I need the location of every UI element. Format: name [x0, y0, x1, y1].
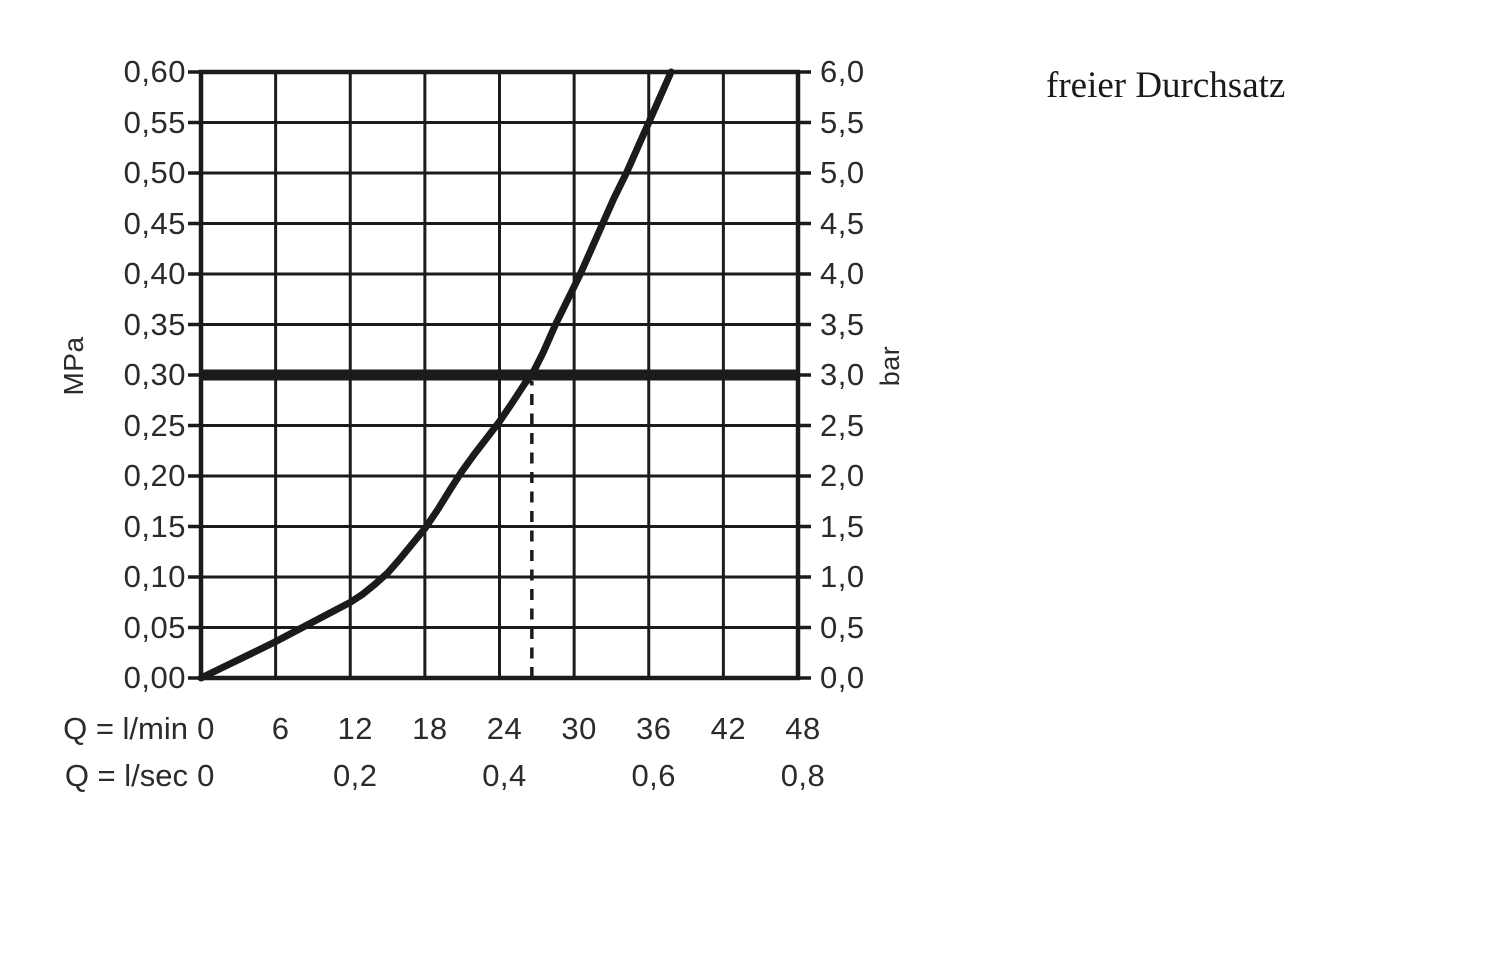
left-axis-tick-label: 0,55 — [123, 104, 186, 140]
x-axis-lmin-tick-label: 24 — [486, 711, 523, 746]
right-axis-tick-label: 0,5 — [820, 609, 865, 645]
x-axis-lmin-label: Q = l/min — [63, 711, 188, 746]
x-axis-lsec-label: Q = l/sec — [64, 758, 188, 793]
left-axis-tick-label: 0,20 — [123, 458, 186, 493]
right-axis-tick-label: 2,5 — [820, 407, 865, 443]
x-axis-lsec-tick-label: 0 — [197, 758, 215, 793]
x-axis-lmin-tick-label: 48 — [785, 711, 821, 746]
left-axis-tick-label: 0,00 — [123, 660, 186, 695]
left-axis-tick-label: 0,40 — [123, 256, 186, 291]
left-axis-tick-label: 0,60 — [123, 54, 186, 89]
x-axis-lsec-tick-label: 0,2 — [332, 758, 378, 793]
x-axis-lmin-tick-label: 42 — [710, 711, 747, 746]
right-axis-tick-label: 1,5 — [820, 508, 865, 544]
right-axis-tick-label: 1,0 — [820, 559, 865, 594]
right-axis-unit-label: bar — [875, 345, 905, 387]
left-axis-tick-label: 0,35 — [123, 306, 186, 342]
x-axis-lsec-tick-label: 0,6 — [631, 758, 677, 793]
free-flow-title: freier Durchsatz — [1046, 65, 1286, 106]
x-axis-lmin-tick-label: 6 — [271, 711, 290, 746]
right-axis-tick-label: 3,5 — [820, 306, 865, 342]
right-axis-tick-label: 6,0 — [820, 54, 865, 89]
left-axis-tick-label: 0,10 — [123, 559, 186, 594]
right-axis-tick-label: 4,5 — [820, 205, 865, 241]
left-axis-tick-label: 0,05 — [123, 609, 186, 645]
right-axis-tick-label: 4,0 — [820, 256, 865, 291]
right-axis-tick-label: 3,0 — [820, 357, 865, 392]
right-axis-tick-label: 0,0 — [820, 660, 865, 695]
right-axis-tick-label: 2,0 — [820, 458, 865, 493]
x-axis-lsec-tick-label: 0,8 — [780, 758, 826, 793]
x-axis-lmin-tick-label: 18 — [412, 711, 448, 746]
x-axis-lmin-tick-label: 30 — [561, 711, 597, 746]
x-axis-lmin-tick-label: 36 — [636, 711, 672, 746]
x-axis-lsec-tick-label: 0,4 — [482, 758, 527, 793]
left-axis-tick-label: 0,30 — [123, 357, 186, 392]
x-axis-lmin-tick-label: 12 — [337, 711, 373, 746]
left-axis-tick-label: 0,45 — [123, 205, 186, 241]
flow-curve — [197, 68, 675, 682]
right-axis-tick-label: 5,5 — [820, 104, 865, 140]
left-axis-tick-label: 0,50 — [123, 155, 186, 190]
left-axis-unit-label: MPa — [58, 336, 89, 396]
left-axis-tick-label: 0,25 — [123, 407, 186, 443]
right-axis-tick-label: 5,0 — [820, 155, 865, 190]
left-axis-tick-label: 0,15 — [123, 508, 186, 544]
x-axis-lmin-tick-label: 0 — [197, 711, 215, 746]
